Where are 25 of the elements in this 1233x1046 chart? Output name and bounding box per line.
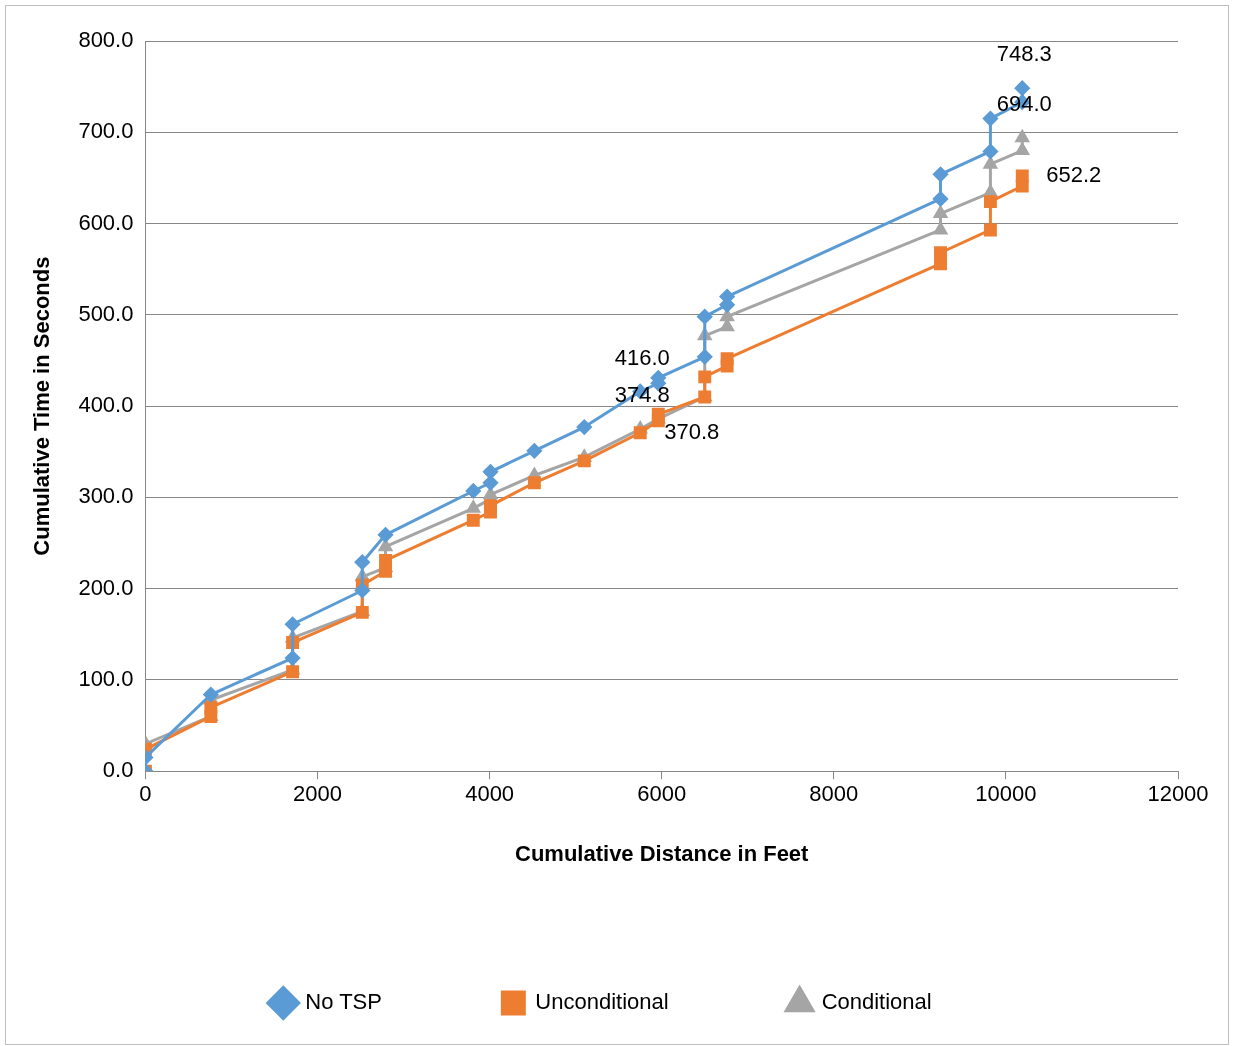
data-label: 748.3 — [996, 41, 1052, 67]
y-tick-label: 800.0 — [78, 27, 134, 53]
y-tick-label: 0.0 — [102, 757, 134, 783]
data-label: 416.0 — [614, 344, 670, 370]
data-label: 652.2 — [1046, 161, 1102, 187]
legend-label: Unconditional — [535, 989, 669, 1015]
x-tick-label: 2000 — [293, 781, 343, 807]
x-tick-label: 4000 — [465, 781, 515, 807]
y-tick-label: 400.0 — [78, 392, 134, 418]
y-tick-label: 300.0 — [78, 483, 134, 509]
y-tick-label: 700.0 — [78, 118, 134, 144]
y-tick-label: 600.0 — [78, 209, 134, 235]
y-tick-label: 200.0 — [78, 574, 134, 600]
x-tick-label: 10000 — [975, 781, 1037, 807]
legend-label: No TSP — [305, 989, 382, 1015]
data-label: 370.8 — [664, 418, 720, 444]
x-axis-title: Cumulative Distance in Feet — [515, 840, 810, 866]
y-tick-label: 100.0 — [78, 665, 134, 691]
x-tick-label: 12000 — [1147, 781, 1209, 807]
x-tick-label: 0 — [139, 781, 152, 807]
x-tick-label: 8000 — [809, 781, 859, 807]
x-tick-label: 6000 — [637, 781, 687, 807]
y-tick-label: 500.0 — [78, 300, 134, 326]
legend-label: Conditional — [821, 989, 932, 1015]
y-axis-title: Cumulative Time in Seconds — [29, 256, 55, 556]
